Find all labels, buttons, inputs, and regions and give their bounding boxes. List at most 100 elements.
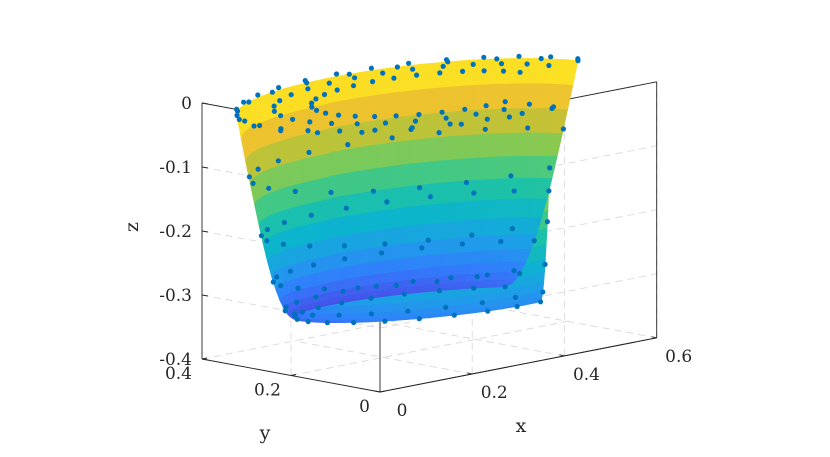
sample-point-4 — [517, 271, 523, 277]
surface-patch-508 — [357, 190, 376, 215]
sample-point-113 — [537, 299, 544, 305]
sample-point-164 — [278, 126, 284, 132]
sample-point-94 — [443, 304, 449, 310]
surface — [236, 58, 579, 324]
surface-patch-505 — [359, 144, 379, 172]
sample-point-131 — [406, 60, 412, 66]
sample-point-179 — [447, 121, 453, 127]
sample-point-187 — [526, 101, 533, 107]
surface-patch-626 — [279, 185, 293, 211]
sample-point-163 — [307, 119, 313, 125]
sample-point-91 — [417, 185, 423, 191]
sample-point-101 — [485, 308, 491, 314]
z-tick-mark-2 — [201, 230, 209, 233]
sample-point-116 — [575, 56, 581, 62]
surface-patch-537 — [342, 193, 360, 218]
sample-point-45 — [287, 268, 293, 274]
sample-point-105 — [511, 268, 517, 274]
sample-point-78 — [314, 130, 321, 136]
surface-patch-639 — [286, 134, 301, 163]
z-tick-label-1: -0.1 — [159, 158, 192, 178]
sample-point-102 — [506, 114, 512, 120]
sample-point-80 — [341, 243, 348, 249]
sample-point-74 — [307, 243, 313, 249]
surface-patch-607 — [312, 103, 329, 133]
tick-labels: 0 -0.1 -0.2 -0.3 -0.4 0 0.2 0.4 0 0.2 0.4 0.6 — [159, 94, 692, 421]
surface-patch-623 — [294, 243, 307, 264]
sample-point-85 — [370, 188, 376, 194]
y-tick-label-1: 0.2 — [254, 381, 281, 401]
sample-point-28 — [373, 283, 379, 289]
surface-patch-417 — [413, 113, 436, 141]
surface-patch-480 — [373, 188, 393, 213]
sample-point-144 — [321, 91, 328, 98]
sample-point-172 — [382, 120, 389, 126]
surface-patch-595 — [316, 238, 330, 259]
surface-patch-569 — [328, 252, 343, 271]
sample-point-175 — [412, 118, 419, 124]
sample-point-43 — [275, 158, 281, 164]
sample-point-130 — [410, 66, 416, 72]
sample-point-104 — [509, 226, 515, 232]
sample-point-76 — [336, 312, 342, 318]
sample-point-35 — [339, 300, 345, 306]
sample-point-107 — [514, 303, 520, 310]
sample-point-75 — [321, 286, 327, 292]
sample-point-139 — [326, 80, 332, 86]
surface-patch-625 — [302, 201, 317, 226]
surface-patch-454 — [387, 207, 407, 230]
sample-point-147 — [313, 96, 319, 102]
sample-point-60 — [236, 116, 242, 123]
surface-patch-457 — [385, 226, 405, 247]
surface-patch-633 — [298, 131, 315, 160]
sample-point-67 — [266, 185, 272, 191]
sample-point-20 — [427, 194, 433, 200]
surface-patch-638 — [287, 159, 302, 187]
sample-point-146 — [255, 92, 261, 98]
sample-point-61 — [250, 180, 256, 186]
sample-point-51 — [274, 274, 280, 280]
sample-point-42 — [269, 89, 275, 95]
sample-point-136 — [352, 75, 358, 81]
sample-point-133 — [380, 70, 386, 76]
sample-point-86 — [382, 241, 388, 247]
sample-point-142 — [305, 86, 311, 92]
z-tick-label-2: -0.2 — [159, 222, 192, 242]
sample-point-50 — [264, 226, 270, 233]
surface-patch-629 — [300, 155, 315, 183]
sample-point-143 — [276, 85, 282, 91]
surface-patch-597 — [315, 219, 330, 242]
x-tick-label-3: 0.6 — [665, 347, 692, 367]
x-axis-label: x — [516, 415, 527, 437]
sample-point-2 — [546, 188, 552, 194]
sample-point-32 — [343, 205, 349, 211]
surface-patch-430 — [398, 241, 418, 260]
sample-point-126 — [437, 70, 443, 76]
sample-point-83 — [382, 318, 388, 324]
sample-point-79 — [328, 189, 334, 195]
sample-point-68 — [280, 241, 286, 247]
sample-point-160 — [290, 116, 296, 122]
sample-point-145 — [288, 92, 294, 98]
surface-patch-634 — [289, 182, 304, 208]
surface-patch-474 — [377, 117, 399, 146]
sample-point-38 — [308, 212, 314, 218]
surface-patch-562 — [327, 125, 345, 154]
sample-point-58 — [282, 308, 288, 314]
x-tick-label-1: 0.2 — [481, 383, 508, 403]
sample-point-57 — [270, 279, 276, 285]
sample-point-166 — [329, 120, 335, 126]
sample-point-89 — [416, 316, 422, 322]
sample-point-127 — [440, 63, 446, 69]
sample-point-140 — [302, 78, 308, 84]
sample-point-29 — [368, 295, 374, 301]
sample-point-185 — [519, 110, 525, 116]
surface-patch-393 — [426, 159, 448, 185]
sample-point-92 — [425, 237, 431, 243]
sample-point-95 — [451, 312, 457, 318]
sample-point-15 — [459, 241, 465, 247]
sample-point-167 — [305, 128, 311, 134]
sample-point-47 — [299, 309, 305, 315]
sample-point-97 — [463, 179, 470, 186]
sample-point-87 — [393, 282, 399, 288]
